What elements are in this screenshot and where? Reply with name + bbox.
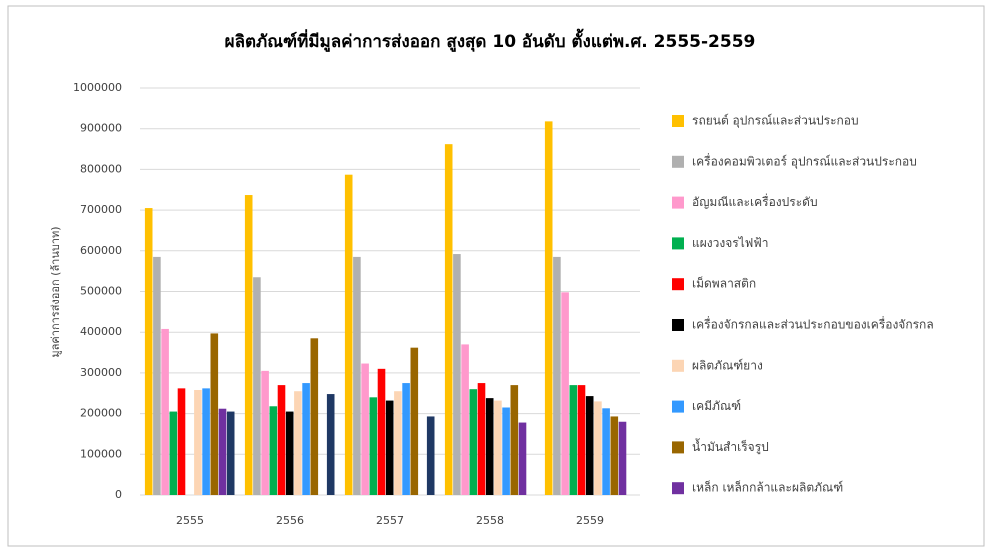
y-tick-label: 400000 <box>80 325 122 338</box>
bar <box>461 344 469 495</box>
x-tick-label: 2555 <box>176 514 204 527</box>
legend-swatch <box>672 441 684 454</box>
bar <box>261 370 269 495</box>
legend-swatch <box>672 319 684 331</box>
bar <box>510 385 519 495</box>
bar <box>302 383 310 495</box>
bar <box>577 385 586 495</box>
bar <box>561 292 569 495</box>
bar <box>485 398 494 495</box>
x-tick-label: 2557 <box>376 514 404 527</box>
legend-label: อัญมณีและเครื่องประดับ <box>692 193 818 209</box>
bar <box>594 401 602 495</box>
legend-label: ผลิตภัณฑ์ยาง <box>692 358 763 372</box>
bar <box>453 254 461 495</box>
chart-title: ผลิตภัณฑ์ที่มีมูลค่าการส่งออก สูงสุด 10 … <box>225 28 756 53</box>
bar <box>502 407 510 495</box>
bar <box>177 388 186 495</box>
bar <box>169 411 178 495</box>
legend-label: เม็ดพลาสติก <box>692 276 756 291</box>
y-tick-label: 800000 <box>80 162 122 175</box>
bar <box>285 411 294 495</box>
bar <box>210 333 219 495</box>
legend-swatch <box>672 359 684 372</box>
bar <box>161 328 169 495</box>
bar <box>569 385 578 495</box>
bar <box>618 421 627 495</box>
legend-label: เครื่องคอมพิวเตอร์ อุปกรณ์และส่วนประกอบ <box>692 152 917 169</box>
y-tick-label: 200000 <box>80 407 122 420</box>
bar <box>194 389 202 495</box>
bar <box>326 394 335 495</box>
bar <box>544 121 553 496</box>
bar <box>202 388 210 495</box>
bar <box>585 396 594 495</box>
x-tick-label: 2558 <box>476 514 504 527</box>
bar <box>553 256 561 495</box>
bar <box>253 277 261 495</box>
bar <box>294 391 302 495</box>
y-tick-label: 700000 <box>80 203 122 216</box>
bar <box>153 256 161 495</box>
bar <box>218 408 227 495</box>
bar <box>344 174 353 496</box>
legend-swatch <box>672 278 684 291</box>
legend-label: เคมีภัณฑ์ <box>692 399 741 413</box>
bar <box>602 408 610 495</box>
legend-swatch <box>672 196 684 209</box>
y-tick-label: 500000 <box>80 285 122 298</box>
bar <box>518 422 527 495</box>
bar <box>361 363 369 495</box>
bar <box>377 368 386 495</box>
legend-label: เหล็ก เหล็กกล้าและผลิตภัณฑ์ <box>692 480 843 495</box>
bar <box>477 383 486 495</box>
y-axis-label: มูลค่าการส่งออก (ล้านบาท) <box>49 226 62 357</box>
y-tick-label: 100000 <box>80 447 122 460</box>
bar <box>610 416 619 495</box>
bar <box>426 416 435 495</box>
bar <box>244 195 253 495</box>
legend-swatch <box>672 115 684 127</box>
legend-label: เครื่องจักรกลและส่วนประกอบของเครื่องจักร… <box>692 316 934 332</box>
bar <box>385 400 394 495</box>
y-tick-label: 1000000 <box>73 81 122 94</box>
legend-label: รถยนต์ อุปกรณ์และส่วนประกอบ <box>692 114 859 129</box>
legend-swatch <box>672 482 684 495</box>
legend-label: แผงวงจรไฟฟ้า <box>692 236 768 250</box>
bar <box>277 385 286 495</box>
bar <box>226 411 235 495</box>
y-tick-label: 300000 <box>80 366 122 379</box>
x-tick-label: 2559 <box>576 514 604 527</box>
legend-label: น้ำมันสำเร็จรูป <box>692 438 769 455</box>
legend-swatch <box>672 155 684 168</box>
bar <box>402 383 410 495</box>
bar <box>369 397 378 495</box>
bar <box>469 389 478 495</box>
bar <box>444 144 453 495</box>
legend-swatch <box>672 237 684 250</box>
y-tick-label: 600000 <box>80 244 122 257</box>
bar <box>353 256 361 495</box>
bar <box>494 400 502 495</box>
y-tick-label: 900000 <box>80 122 122 135</box>
bar <box>310 338 319 495</box>
bar <box>394 391 402 495</box>
x-tick-label: 2556 <box>276 514 304 527</box>
legend-swatch <box>672 400 684 413</box>
bar <box>144 208 153 495</box>
bar <box>269 406 278 495</box>
bar <box>410 347 419 495</box>
y-tick-label: 0 <box>115 488 122 501</box>
